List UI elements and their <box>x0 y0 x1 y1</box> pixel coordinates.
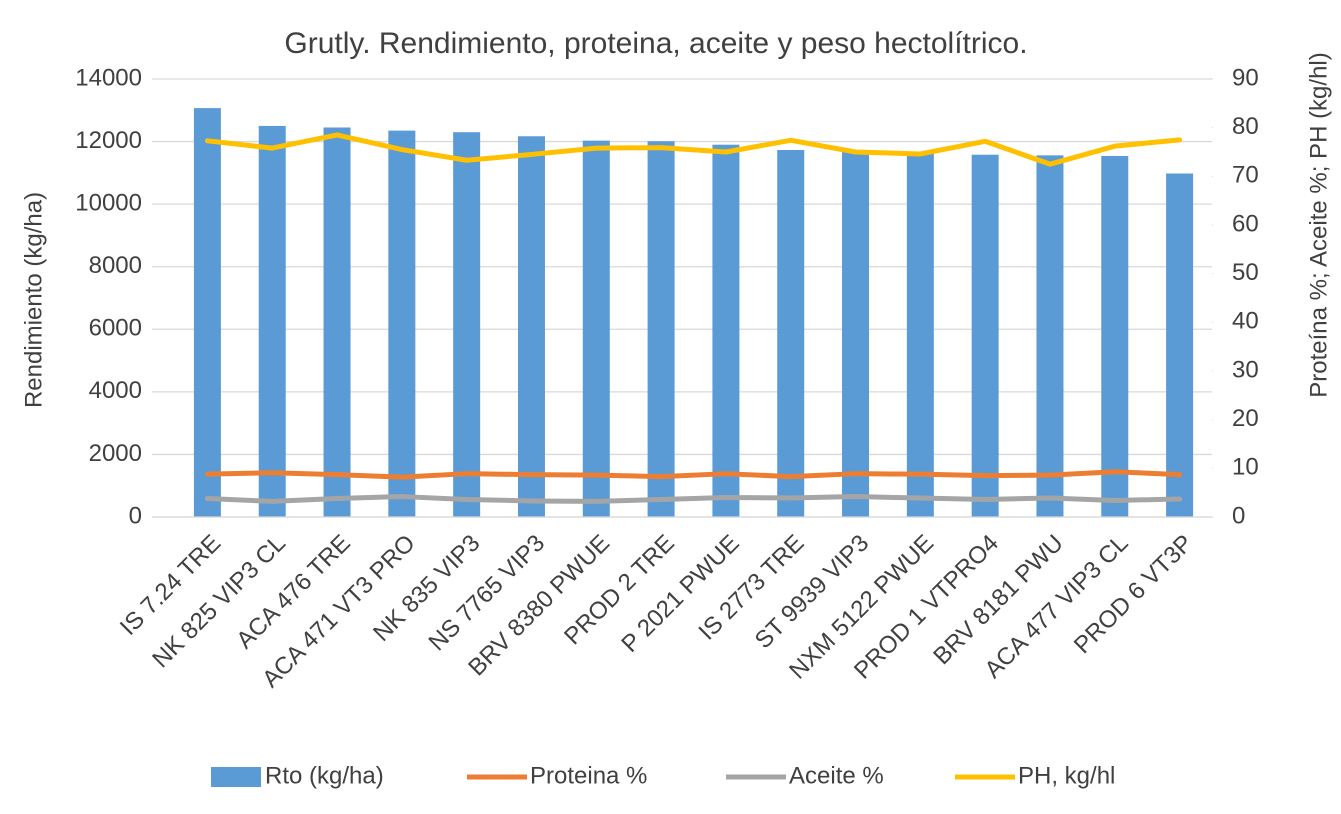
y2-tick-label: 20 <box>1232 405 1259 432</box>
legend-label: Aceite % <box>789 762 884 789</box>
x-tick-label: NS 7765 VIP3 <box>424 530 551 657</box>
x-tick-label: PROD 6 VT3P <box>1069 530 1198 659</box>
y2-tick-label: 80 <box>1232 113 1259 140</box>
y-tick-label: 10000 <box>75 189 142 216</box>
y-tick-label: 2000 <box>89 440 142 467</box>
legend-label: PH, kg/hl <box>1018 762 1115 789</box>
line <box>204 132 1183 167</box>
bar <box>777 150 805 518</box>
y2-tick-label: 30 <box>1232 356 1259 383</box>
y2-axis-title: Proteína %; Aceite %; PH (kg/hl) <box>1305 52 1332 397</box>
legend-label: Rto (kg/ha) <box>265 762 384 789</box>
chart-title: Grutly. Rendimiento, proteina, aceite y … <box>284 27 1027 60</box>
bar <box>1036 155 1064 517</box>
bar <box>517 136 545 517</box>
y2-tick-label: 60 <box>1232 210 1259 237</box>
y2-tick-label: 40 <box>1232 308 1259 335</box>
y2-tick-label: 70 <box>1232 162 1259 189</box>
y2-tick-label: 90 <box>1232 64 1259 91</box>
line <box>204 469 1183 480</box>
bar <box>647 141 675 517</box>
bar <box>453 132 481 517</box>
bar <box>971 154 999 517</box>
y-tick-label: 12000 <box>75 127 142 154</box>
y-tick-label: 8000 <box>89 252 142 279</box>
x-tick-label: ST 9939 VIP3 <box>750 530 874 654</box>
bar <box>388 130 416 517</box>
y-tick-label: 6000 <box>89 315 142 342</box>
y2-tick-label: 0 <box>1232 502 1245 529</box>
bar <box>1101 155 1129 517</box>
y-axis-title: Rendimiento (kg/ha) <box>20 192 47 408</box>
y2-tick-label: 10 <box>1232 454 1259 481</box>
bar <box>842 151 870 517</box>
bar <box>323 127 351 517</box>
y2-tick-label: 50 <box>1232 259 1259 286</box>
y-tick-label: 14000 <box>75 64 142 91</box>
x-tick-label: ACA 476 TRE <box>231 530 355 654</box>
bar <box>258 125 286 517</box>
bar <box>1166 173 1194 518</box>
bar <box>582 140 610 517</box>
legend-label: Proteina % <box>530 762 647 789</box>
y-tick-label: 0 <box>129 502 142 529</box>
bar <box>906 153 934 517</box>
y-tick-label: 4000 <box>89 377 142 404</box>
line <box>204 494 1183 504</box>
bar <box>712 144 740 517</box>
bar <box>193 108 221 518</box>
legend-swatch <box>211 767 261 787</box>
